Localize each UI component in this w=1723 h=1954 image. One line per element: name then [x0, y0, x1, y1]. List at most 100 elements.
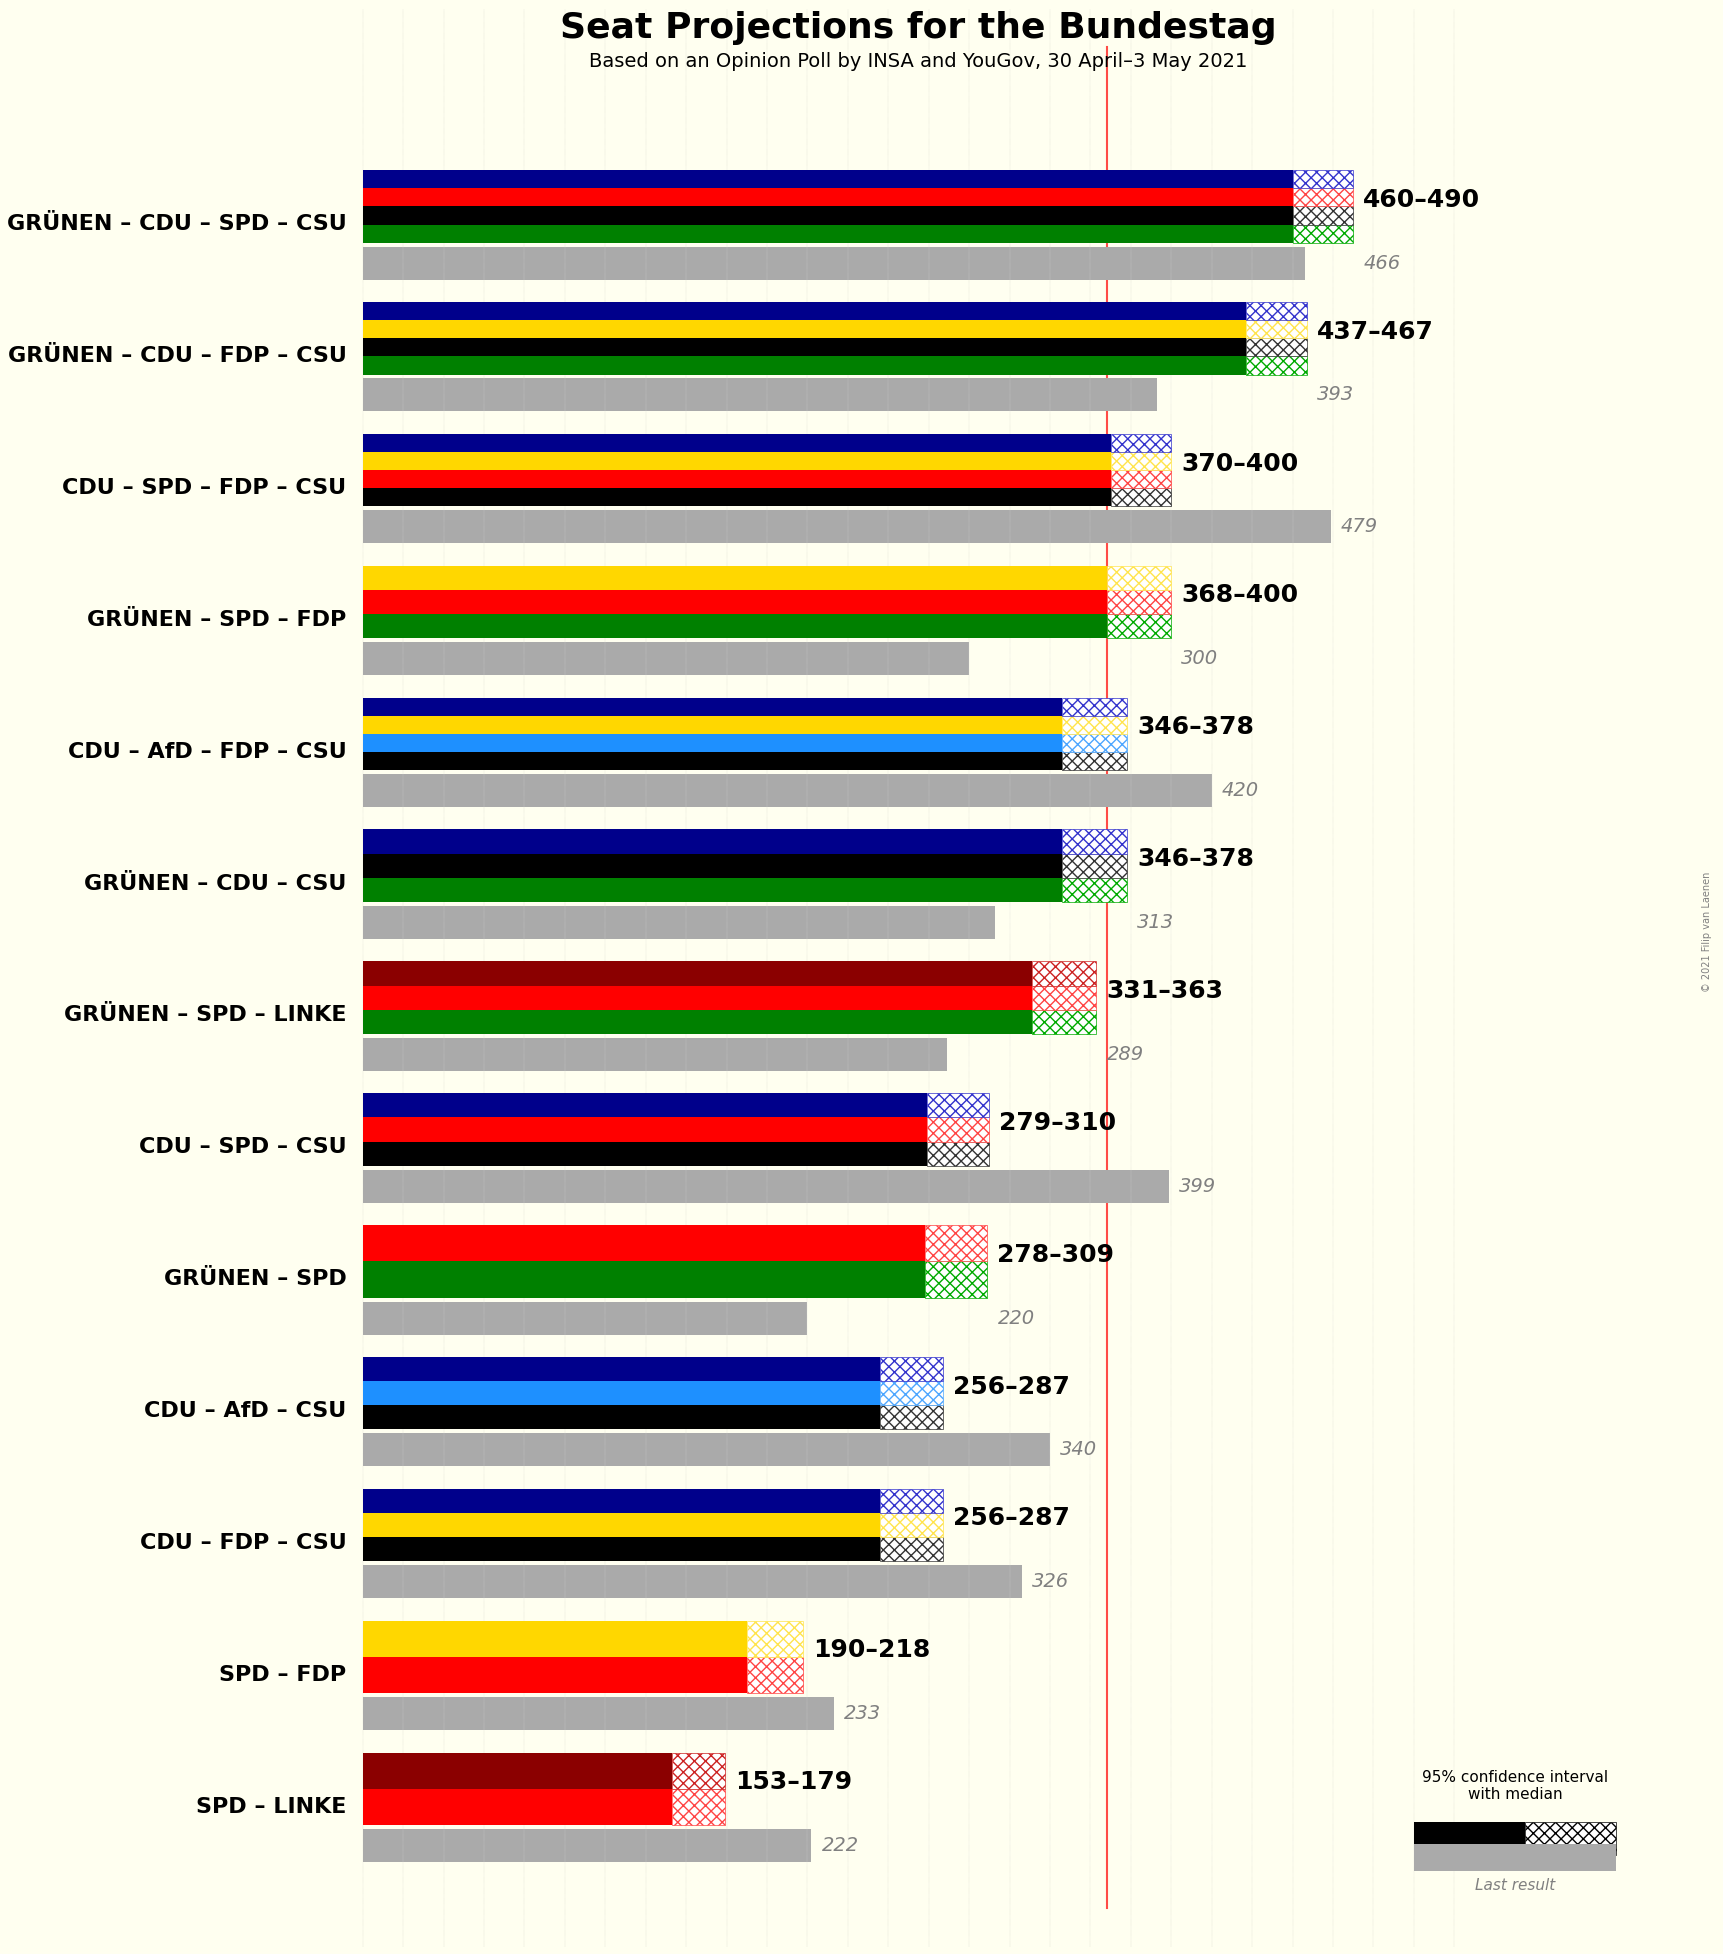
Bar — [880, 1538, 942, 1561]
Bar — [1030, 1010, 1096, 1034]
Text: GRÜNEN – CDU – SPD – CSU: GRÜNEN – CDU – SPD – CSU — [7, 215, 346, 234]
Bar — [924, 1262, 987, 1297]
Bar — [1110, 488, 1170, 506]
Bar — [362, 735, 1061, 752]
Bar — [1106, 567, 1170, 590]
Bar — [362, 1829, 812, 1862]
Text: CDU – SPD – FDP – CSU: CDU – SPD – FDP – CSU — [62, 479, 346, 498]
Text: 479: 479 — [1340, 518, 1377, 535]
Text: 340: 340 — [1060, 1440, 1096, 1460]
Bar — [362, 510, 1330, 543]
Text: 153–179: 153–179 — [734, 1770, 851, 1794]
Bar — [1061, 877, 1127, 903]
Text: 460–490: 460–490 — [1363, 188, 1480, 211]
Bar — [1106, 590, 1170, 614]
Bar — [1110, 451, 1170, 471]
Bar — [362, 246, 1304, 279]
Bar — [362, 907, 994, 940]
Text: Last result: Last result — [1473, 1878, 1554, 1893]
Text: 313: 313 — [1135, 913, 1173, 932]
Bar — [362, 1434, 1049, 1466]
Text: 420: 420 — [1222, 782, 1258, 799]
Text: CDU – FDP – CSU: CDU – FDP – CSU — [140, 1532, 346, 1553]
Bar — [362, 1565, 1022, 1598]
Bar — [880, 1356, 942, 1381]
Bar — [1061, 715, 1127, 735]
Bar — [362, 985, 1030, 1010]
Bar — [924, 1225, 987, 1262]
Bar — [927, 1092, 989, 1118]
Bar — [362, 590, 1106, 614]
Bar — [362, 774, 1211, 807]
Bar — [362, 207, 1292, 225]
Text: 368–400: 368–400 — [1180, 584, 1297, 608]
Bar — [362, 1356, 880, 1381]
Bar — [362, 1225, 924, 1262]
Bar — [1292, 225, 1353, 242]
Bar — [362, 643, 968, 676]
Bar — [362, 451, 1110, 471]
Text: 346–378: 346–378 — [1135, 715, 1253, 739]
Text: 256–287: 256–287 — [953, 1507, 1070, 1530]
Bar — [362, 1405, 880, 1430]
Text: © 2021 Filip van Laenen: © 2021 Filip van Laenen — [1701, 871, 1711, 993]
Bar — [362, 1092, 927, 1118]
Bar — [362, 961, 1030, 985]
Bar — [362, 488, 1110, 506]
Bar — [362, 698, 1061, 715]
Bar — [362, 1141, 927, 1167]
Text: 233: 233 — [843, 1704, 880, 1723]
Bar — [362, 356, 1246, 375]
Bar — [1292, 188, 1353, 207]
Text: 190–218: 190–218 — [813, 1637, 930, 1663]
Bar — [362, 1489, 1473, 1600]
Text: 346–378: 346–378 — [1135, 848, 1253, 871]
Bar — [362, 303, 1473, 414]
Bar — [362, 225, 1292, 242]
Bar — [362, 1092, 1473, 1206]
Bar — [1061, 854, 1127, 877]
Bar — [1246, 303, 1306, 320]
Text: SPD – FDP: SPD – FDP — [219, 1665, 346, 1684]
Bar — [362, 1118, 927, 1141]
Bar — [1246, 320, 1306, 338]
Text: 278–309: 278–309 — [998, 1243, 1113, 1266]
Bar — [1061, 735, 1127, 752]
Bar — [362, 1489, 880, 1512]
Bar — [362, 1301, 806, 1335]
Bar — [362, 434, 1110, 451]
Bar — [362, 1262, 924, 1297]
Bar — [1292, 207, 1353, 225]
Bar — [1061, 828, 1127, 854]
Bar — [362, 961, 1473, 1073]
Text: Based on an Opinion Poll by INSA and YouGov, 30 April–3 May 2021: Based on an Opinion Poll by INSA and You… — [589, 53, 1247, 70]
Text: 279–310: 279–310 — [999, 1112, 1117, 1135]
Text: 466: 466 — [1363, 254, 1399, 274]
Bar — [362, 1657, 746, 1694]
Bar — [1030, 961, 1096, 985]
Bar — [362, 854, 1061, 877]
Text: Seat Projections for the Bundestag: Seat Projections for the Bundestag — [560, 12, 1277, 45]
Bar — [1413, 1821, 1525, 1854]
Bar — [362, 338, 1246, 356]
Bar — [362, 1788, 672, 1825]
Text: 222: 222 — [822, 1837, 858, 1854]
Bar — [362, 170, 1292, 188]
Bar — [880, 1512, 942, 1538]
Text: 331–363: 331–363 — [1106, 979, 1223, 1002]
Bar — [362, 1225, 1473, 1337]
Text: CDU – AfD – CSU: CDU – AfD – CSU — [145, 1401, 346, 1421]
Text: 393: 393 — [1316, 385, 1353, 404]
Text: CDU – AfD – FDP – CSU: CDU – AfD – FDP – CSU — [67, 743, 346, 762]
Bar — [927, 1118, 989, 1141]
Bar — [362, 877, 1061, 903]
Bar — [362, 170, 1473, 281]
Text: GRÜNEN – CDU – FDP – CSU: GRÜNEN – CDU – FDP – CSU — [7, 346, 346, 365]
Bar — [362, 828, 1473, 942]
Bar — [362, 1753, 672, 1788]
Bar — [880, 1405, 942, 1430]
Bar — [362, 320, 1246, 338]
Text: GRÜNEN – SPD – FDP: GRÜNEN – SPD – FDP — [88, 610, 346, 629]
Bar — [362, 1620, 1473, 1733]
Bar — [362, 567, 1473, 678]
